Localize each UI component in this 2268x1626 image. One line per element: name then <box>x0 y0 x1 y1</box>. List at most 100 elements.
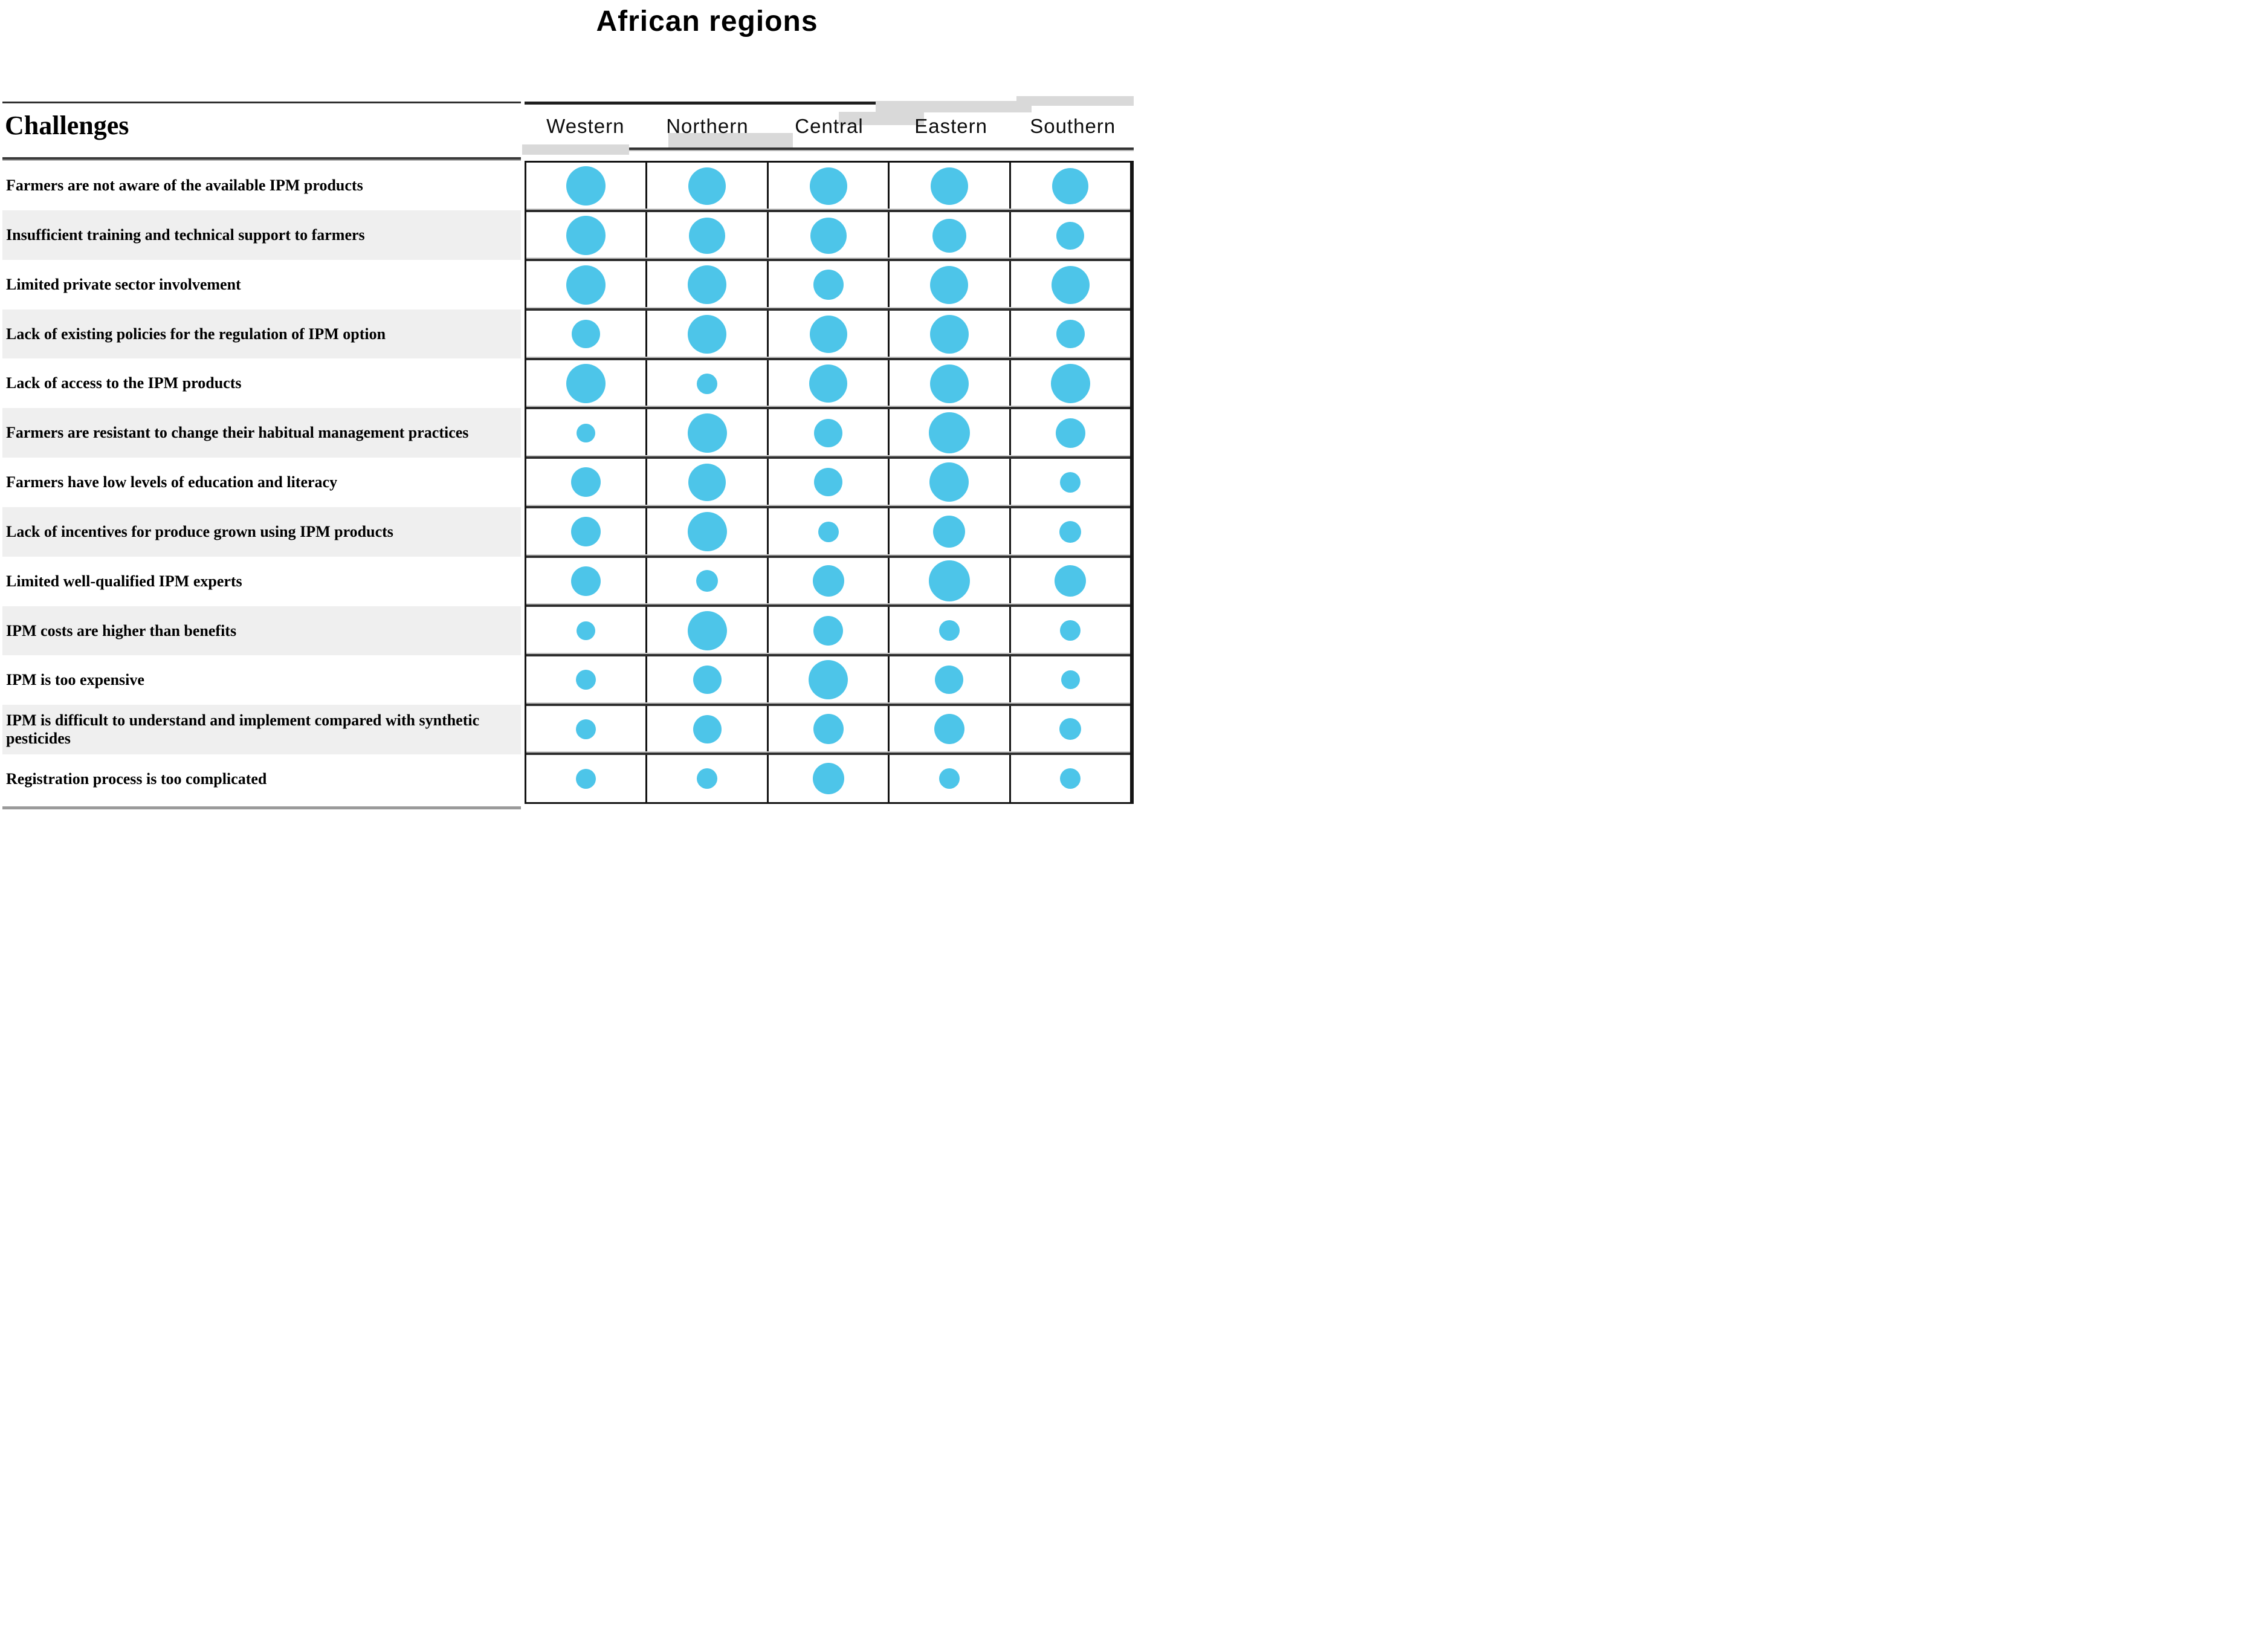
bubble <box>1056 221 1085 250</box>
bubble-cell-eastern <box>888 755 1009 802</box>
bubble-cell-central <box>766 656 888 704</box>
bubble <box>929 314 969 354</box>
bubble-cell-western <box>526 459 645 506</box>
challenge-label-row: Registration process is too complicated <box>2 754 521 804</box>
bubble <box>571 517 601 547</box>
bubble <box>577 423 596 442</box>
bubble <box>693 714 722 743</box>
bubble-cell-western <box>526 558 645 605</box>
bubble-cell-southern <box>1009 360 1130 407</box>
bubble-cell-central <box>766 607 888 654</box>
bubble <box>566 216 606 256</box>
bubble <box>813 615 844 646</box>
bubble-cell-eastern <box>888 508 1009 555</box>
bubble-cell-northern <box>645 508 766 555</box>
challenge-label-row: Farmers are resistant to change their ha… <box>2 408 521 458</box>
column-header-central: Central <box>768 105 924 147</box>
bubble-grid-row <box>526 259 1130 309</box>
bubble-grid-row <box>526 753 1130 802</box>
bubble <box>576 670 596 690</box>
bubble <box>1056 320 1085 349</box>
challenge-label: Lack of access to the IPM products <box>6 374 242 392</box>
bubble <box>1061 670 1080 690</box>
bubble <box>566 364 606 404</box>
bubble <box>814 418 843 447</box>
bubble-cell-northern <box>645 163 766 210</box>
bubble <box>1060 768 1081 789</box>
challenge-label: Farmers are not aware of the available I… <box>6 176 363 194</box>
bubble-cell-central <box>766 459 888 506</box>
column-header-western: Western <box>522 105 647 155</box>
challenge-label: IPM is difficult to understand and imple… <box>6 711 480 748</box>
bubble <box>929 462 969 502</box>
bubble-grid-row <box>526 308 1130 358</box>
bubble <box>809 660 848 700</box>
bubble-cell-eastern <box>888 261 1009 309</box>
bubble <box>688 314 727 354</box>
challenge-label: Insufficient training and technical supp… <box>6 225 365 244</box>
bubble <box>1060 471 1081 493</box>
bubble-cell-northern <box>645 656 766 704</box>
bubble <box>814 468 843 497</box>
bubble <box>933 516 966 548</box>
bubble-cell-southern <box>1009 557 1130 605</box>
bubble-cell-central <box>766 755 888 802</box>
bubble-grid-row <box>526 604 1130 654</box>
bubble <box>688 463 726 501</box>
bubble-grid-row <box>526 505 1130 555</box>
left-panel-top-rule <box>2 102 521 103</box>
bubble <box>812 565 844 597</box>
bubble <box>576 719 596 739</box>
bubble-cell-western <box>526 360 645 407</box>
bubble <box>935 666 964 695</box>
bubble-cell-southern <box>1009 212 1130 259</box>
bubble-cell-western <box>526 409 645 456</box>
bubble-cell-eastern <box>888 459 1009 506</box>
bubble <box>693 666 722 695</box>
bubble-cell-western <box>526 508 645 555</box>
bubble <box>1055 565 1087 597</box>
bubble-cell-eastern <box>888 163 1009 210</box>
bubble-cell-central <box>766 508 888 555</box>
bubble-cell-northern <box>645 705 766 753</box>
column-header-southern: Southern <box>1012 96 1134 147</box>
bubble-cell-southern <box>1009 163 1130 210</box>
bubble <box>930 265 969 304</box>
bubble-cell-eastern <box>888 360 1009 407</box>
bubble <box>1059 520 1082 543</box>
challenge-label: Limited well-qualified IPM experts <box>6 572 242 590</box>
bubble <box>939 768 960 789</box>
bubble-grid-row <box>526 163 1130 210</box>
bubble-cell-eastern <box>888 705 1009 753</box>
bubble-cell-northern <box>645 360 766 407</box>
bubble-cell-northern <box>645 212 766 259</box>
challenge-label: Registration process is too complicated <box>6 770 267 788</box>
bubble <box>577 621 596 640</box>
bubble-grid-row <box>526 357 1130 407</box>
bubble-cell-southern <box>1009 409 1130 457</box>
challenges-heading: Challenges <box>5 111 129 140</box>
left-panel-mid-rule <box>2 157 521 160</box>
bubble-cell-eastern <box>888 557 1009 605</box>
bubble <box>1059 718 1082 740</box>
challenge-label-row: Limited well-qualified IPM experts <box>2 557 521 606</box>
challenge-label-row: IPM costs are higher than benefits <box>2 606 521 656</box>
challenge-label-row: Lack of existing policies for the regula… <box>2 309 521 359</box>
bubble <box>1060 620 1081 641</box>
bubble-cell-eastern <box>888 212 1009 259</box>
challenge-label-row: Insufficient training and technical supp… <box>2 210 521 260</box>
page: African regions Challenges Western North… <box>0 0 1134 813</box>
bubble <box>687 512 727 552</box>
bubble <box>930 167 968 205</box>
bubble-grid <box>525 161 1134 804</box>
bubble <box>939 620 960 641</box>
bubble <box>1052 167 1089 204</box>
bubble <box>818 521 839 542</box>
challenge-label: Lack of existing policies for the regula… <box>6 325 386 343</box>
column-header-northern: Northern <box>647 105 793 147</box>
bubble <box>928 560 970 602</box>
bubble-cell-southern <box>1009 607 1130 654</box>
bubble <box>696 570 719 592</box>
challenge-label-row: Limited private sector involvement <box>2 260 521 309</box>
bubble <box>812 763 844 795</box>
